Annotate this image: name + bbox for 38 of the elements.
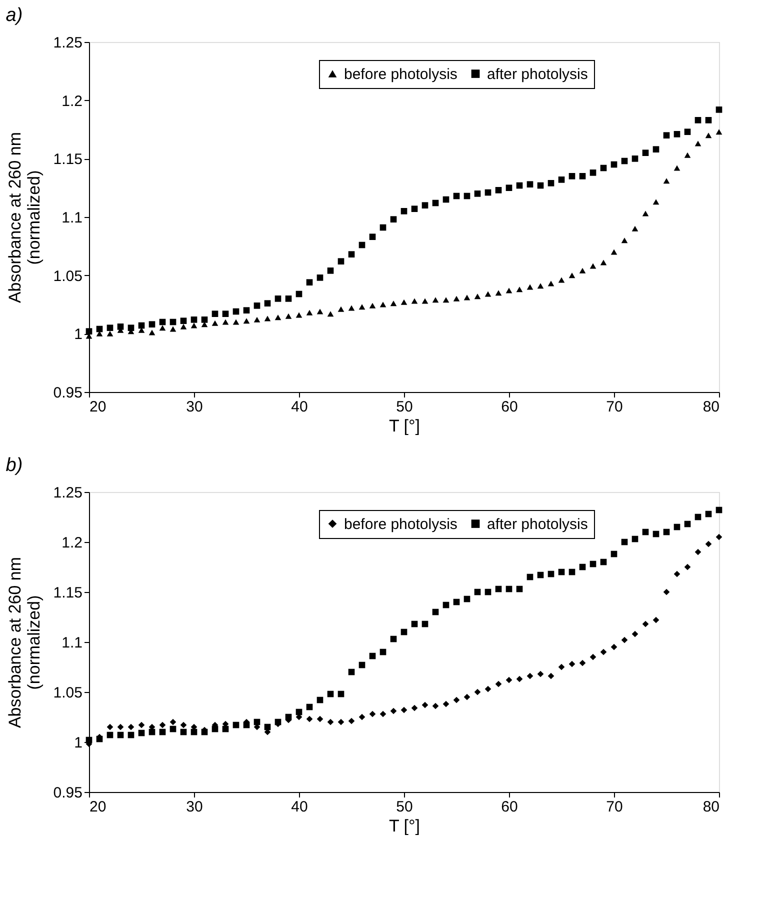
- x-tick-label: 70: [606, 798, 623, 816]
- y-tick-label: 1.25: [53, 34, 82, 52]
- legend-label: after photolysis: [487, 516, 588, 533]
- y-tick-label: 1.1: [62, 634, 82, 652]
- y-axis-title: Absorbance at 260 nm (normalized): [5, 132, 44, 304]
- y-tick-label: 1.25: [53, 484, 82, 502]
- legend-label: before photolysis: [344, 66, 458, 83]
- x-tick-label: 20: [90, 398, 106, 416]
- y-tick-label: 1.2: [62, 92, 82, 110]
- y-tick-label: 0.95: [53, 384, 82, 402]
- x-axis-title: T [°]: [388, 816, 420, 836]
- x-tick-label: 60: [501, 398, 518, 416]
- x-tick-label: 40: [291, 798, 308, 816]
- x-tick-label: 60: [501, 798, 518, 816]
- x-tick-label: 30: [186, 798, 203, 816]
- y-tick-label: 0.95: [53, 784, 82, 802]
- x-tick-label: 50: [396, 798, 413, 816]
- x-axis-title: T [°]: [388, 416, 420, 436]
- y-tick-label: 1.05: [53, 268, 82, 285]
- legend-label: before photolysis: [344, 516, 458, 533]
- x-tick-label: 70: [606, 398, 623, 416]
- chart-title: b): [6, 455, 23, 476]
- x-tick-label: 30: [186, 398, 203, 416]
- x-tick-label: 80: [702, 398, 720, 416]
- chart-title: a): [6, 5, 23, 26]
- y-tick-label: 1.05: [53, 684, 82, 702]
- legend-label: after photolysis: [487, 66, 588, 83]
- y-tick-label: 1: [74, 326, 82, 344]
- y-tick-label: 1.2: [62, 534, 82, 552]
- x-tick-label: 20: [90, 798, 106, 816]
- y-tick-label: 1: [74, 734, 82, 752]
- y-tick-label: 1.15: [53, 584, 82, 602]
- x-tick-label: 80: [702, 798, 720, 816]
- x-tick-label: 50: [396, 398, 413, 416]
- y-tick-label: 1.15: [53, 151, 82, 168]
- y-tick-label: 1.1: [62, 210, 82, 226]
- y-axis-title: Absorbance at 260 nm (normalized): [5, 556, 44, 728]
- x-tick-label: 40: [291, 398, 308, 416]
